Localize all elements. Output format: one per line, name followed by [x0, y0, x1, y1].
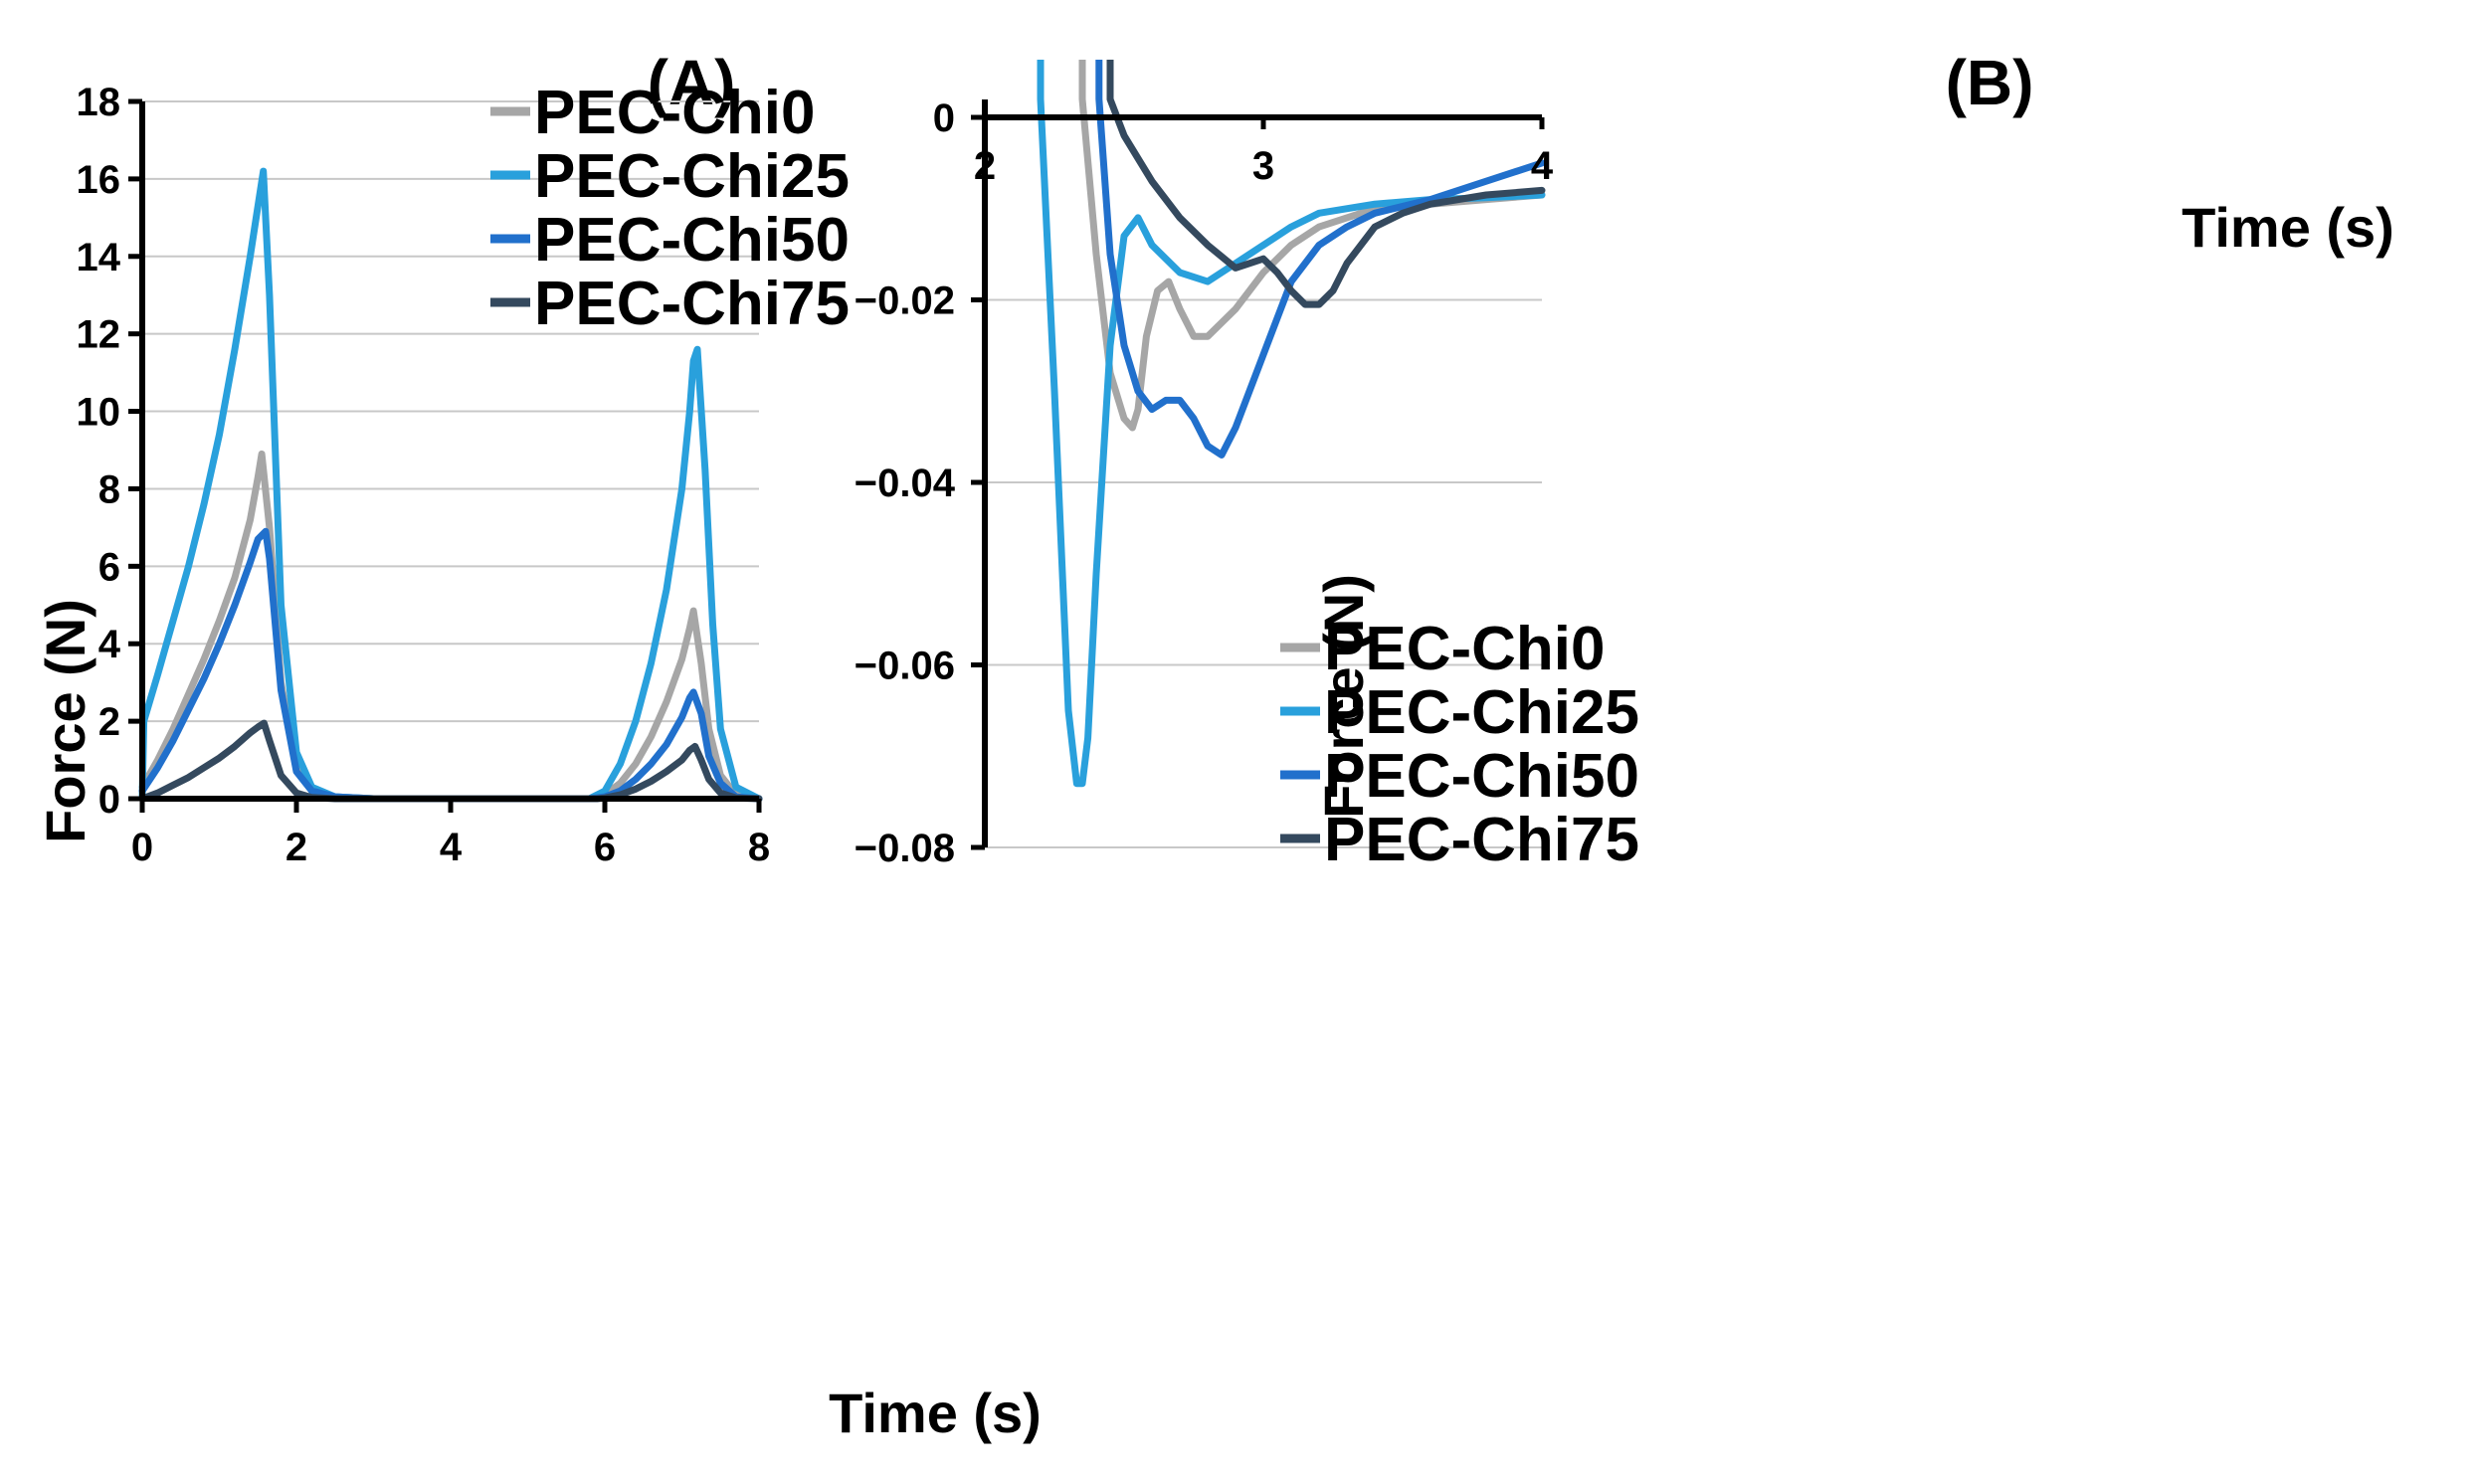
panel-b-y-tick-label: −0.08 — [855, 827, 955, 870]
panel-a-y-tick-label: 18 — [77, 81, 121, 124]
panel-a-y-axis-label: Force (N) — [34, 599, 96, 843]
panel-a-y-tick-label: 2 — [98, 700, 120, 744]
panel-b-legend-label: PEC-Chi75 — [1324, 806, 1639, 874]
panel-a-y-tick-label: 12 — [77, 313, 121, 357]
panel-b-legend-label: PEC-Chi0 — [1324, 615, 1605, 683]
panel-b-legend-label: PEC-Chi50 — [1324, 742, 1639, 811]
panel-b-y-tick-label: −0.04 — [855, 462, 956, 505]
panel-b-legend-label: PEC-Chi25 — [1324, 678, 1639, 747]
panel-a-axes — [128, 98, 762, 813]
panel-b-y-axis-label: Force (N) — [1312, 574, 1375, 819]
panel-b-x-tick-label: 4 — [1531, 144, 1554, 188]
panel-b-gridlines — [985, 298, 1542, 848]
panel-a-legend-label: PEC-Chi75 — [534, 270, 850, 338]
panel-b-y-tick-label: −0.02 — [855, 279, 955, 323]
panel-b-y-tick-label: 0 — [933, 96, 955, 140]
panel-b-series-line-pec-chi50 — [1095, 60, 1546, 459]
panel-a-legend-label: PEC-Chi50 — [534, 206, 850, 275]
panel-a-legend-label: PEC-Chi0 — [534, 79, 815, 147]
panel-a-x-tick-label: 0 — [131, 826, 153, 869]
panel-a-y-tick-label: 16 — [77, 158, 121, 202]
panel-a-x-tick-label: 6 — [594, 826, 616, 869]
panel-a-series-line-pec-chi75 — [138, 719, 763, 803]
panel-a-x-tick-label: 8 — [748, 826, 770, 869]
panel-a-y-tick-label: 14 — [77, 236, 121, 279]
panel-a-gridlines — [142, 100, 759, 723]
panel-a-y-tick-label: 0 — [98, 778, 120, 822]
panel-b-axes — [971, 99, 1545, 850]
panel-b-y-tick-label: −0.06 — [855, 645, 955, 688]
panel-a-legend-label: PEC-Chi25 — [534, 142, 850, 211]
panel-b-title: (B) — [1946, 47, 2034, 118]
panel-b-series-line-pec-chi0 — [1078, 60, 1546, 432]
panel-a-y-tick-label: 4 — [98, 623, 121, 666]
panel-b-series-line-pec-chi75 — [1106, 60, 1546, 308]
panel-a-x-axis-label: Time (s) — [829, 1382, 1042, 1444]
panel-a-y-tick-label: 8 — [98, 467, 120, 511]
panel-b-tick-labels: 0 −0.02 −0.04 −0.06 −0.08 2 3 4 — [855, 96, 1554, 870]
panel-b-x-tick-label: 2 — [974, 144, 996, 188]
panel-b-x-tick-label: 3 — [1252, 144, 1274, 188]
panel-a-title: (A) — [648, 47, 736, 118]
panel-a-tick-labels: 0 2 4 6 8 10 12 14 16 18 0 2 4 6 8 — [77, 81, 771, 869]
panel-b: (B) 0 −0.02 −0.04 −0.06 −0.08 2 3 4 Time (s) Fo… — [855, 47, 2394, 874]
panel-b-series-line-pec-chi25 — [1037, 60, 1546, 788]
panel-a-y-tick-label: 10 — [77, 391, 121, 435]
panel-a-x-tick-label: 4 — [440, 826, 463, 869]
panel-a-y-tick-label: 6 — [98, 545, 120, 589]
panel-b-x-axis-label: Time (s) — [2182, 196, 2394, 259]
panel-a-x-tick-label: 2 — [286, 826, 307, 869]
panel-b-series — [1037, 60, 1546, 788]
